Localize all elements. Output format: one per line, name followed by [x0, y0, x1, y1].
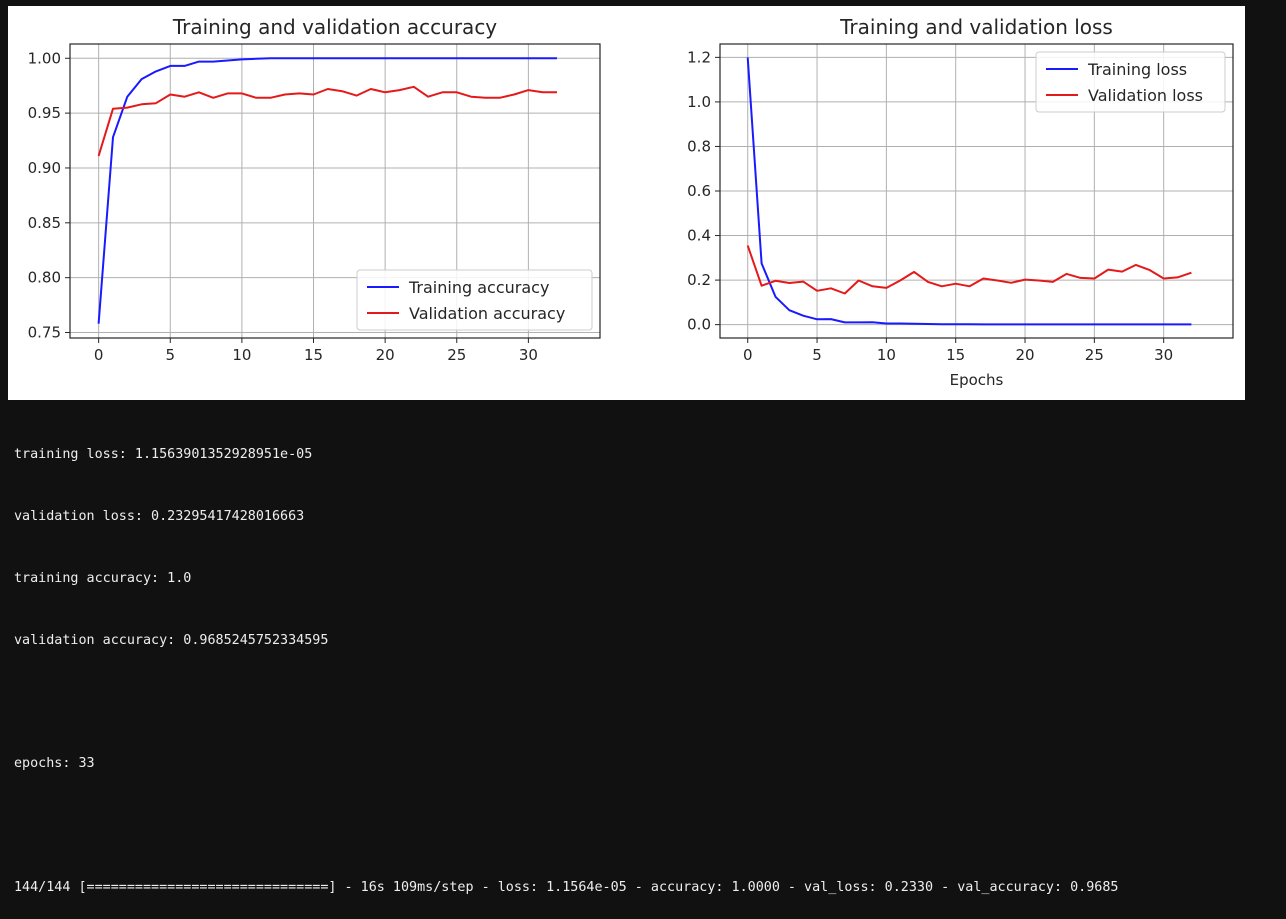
- y-tick-label: 0.80: [28, 269, 61, 287]
- figure-canvas: 0 5 10 15 20 25 300.750.800.850.900.951.00Trai…: [28, 15, 1234, 389]
- training-figure: 0 5 10 15 20 25 30 0.75 0.80 0.85 0.90 0.95 1.00 Trai…: [8, 6, 1245, 400]
- x-tick-label: 20: [1015, 346, 1034, 364]
- plot-frame: [719, 43, 1234, 339]
- legend: Training loss Validation loss: [1035, 51, 1226, 113]
- console-line-training-accuracy: training accuracy: 1.0: [14, 570, 192, 586]
- x-tick-label: 15: [304, 346, 323, 364]
- y-tick-label: 0.85: [28, 214, 61, 232]
- series-line-training-loss: [746, 57, 1192, 326]
- chart-title: Training and validation accuracy: [172, 15, 497, 39]
- y-tick-label: 1.2: [687, 48, 711, 66]
- x-axis-label: Epochs: [950, 371, 1004, 389]
- chart-accuracy: 0 5 10 15 20 25 30 0.75 0.80 0.85 0.90 0.95 1.00 Trai…: [28, 15, 601, 364]
- legend-label: Validation loss: [1088, 86, 1203, 105]
- x-tick-label: 10: [232, 346, 251, 364]
- y-tick-label: 0.6: [687, 182, 711, 200]
- x-tick-label: 25: [447, 346, 466, 364]
- console-blank-line: [14, 692, 1280, 713]
- console-blank-line: [14, 816, 1280, 837]
- legend-label: Training accuracy: [408, 278, 549, 297]
- plot-frame: [69, 43, 601, 339]
- y-tick-label: 0.4: [687, 227, 711, 245]
- chart-loss: 0 5 10 15 20 25 30 0.0 0.2 0.4 0.6 0.8 1.0 1.2 Trainin…: [687, 15, 1234, 389]
- x-tick-label: 10: [877, 346, 896, 364]
- x-tick-label: 15: [946, 346, 965, 364]
- y-tick-label: 1.0: [687, 93, 711, 111]
- x-tick-label: 5: [812, 346, 822, 364]
- console-line-epochs: epochs: 33: [14, 756, 95, 772]
- console-line-training-loss: training loss: 1.1563901352928951e-05: [14, 447, 313, 463]
- y-tick-label: 0.2: [687, 271, 711, 289]
- chart-title: Training and validation loss: [839, 15, 1113, 39]
- legend-label: Validation accuracy: [409, 304, 565, 323]
- x-tick-label: 20: [376, 346, 395, 364]
- series-line-validation-loss: [746, 245, 1192, 295]
- x-tick-label: 30: [519, 346, 538, 364]
- y-tick-label: 1.00: [28, 49, 61, 67]
- y-tick-label: 0.0: [687, 316, 711, 334]
- legend-label: Training loss: [1087, 60, 1187, 79]
- x-tick-label: 5: [165, 346, 175, 364]
- console-line-validation-loss: validation loss: 0.23295417428016663: [14, 508, 305, 524]
- legend-box: [356, 269, 593, 331]
- x-tick-label: 25: [1085, 346, 1104, 364]
- console-line-validation-accuracy: validation accuracy: 0.9685245752334595: [14, 632, 329, 648]
- x-tick-label: 0: [94, 346, 104, 364]
- x-tick-label: 30: [1154, 346, 1173, 364]
- console-line-progress: 144/144 [==============================]…: [14, 879, 1119, 895]
- legend-box: [1035, 51, 1226, 113]
- y-tick-label: 0.95: [28, 104, 61, 122]
- y-tick-label: 0.8: [687, 137, 711, 155]
- x-tick-label: 0: [743, 346, 753, 364]
- series-line-validation-accuracy: [97, 85, 557, 157]
- y-tick-label: 0.90: [28, 159, 61, 177]
- y-tick-label: 0.75: [28, 324, 61, 342]
- console-output: training loss: 1.1563901352928951e-05 va…: [14, 404, 1280, 919]
- series-line-training-accuracy: [97, 57, 557, 324]
- legend: Training accuracy Validation accuracy: [356, 269, 593, 331]
